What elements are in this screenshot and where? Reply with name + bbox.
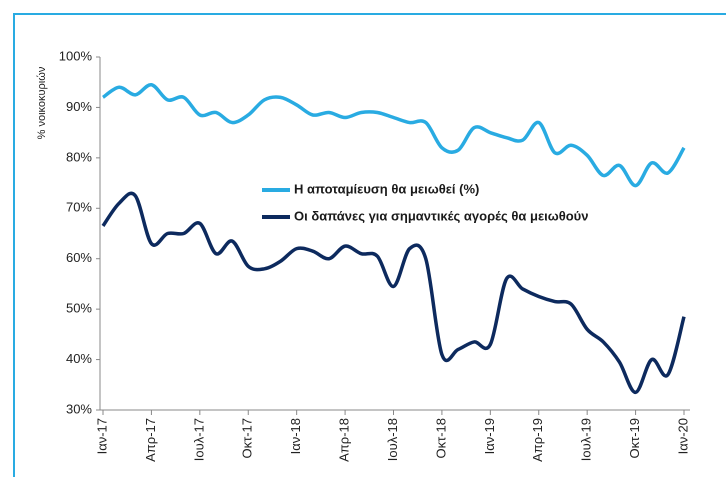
x-tick-label: Ιουλ-18 [385, 418, 400, 461]
x-tick-label: Απρ-18 [337, 418, 352, 462]
x-tick-label: Ιουλ-19 [579, 418, 594, 461]
frame [13, 13, 726, 477]
y-tick-label: 100% [59, 48, 93, 63]
legend-label: Η αποταμίευση θα μειωθεί (%) [294, 181, 479, 196]
x-tick-label: Ιαν-19 [482, 418, 497, 454]
x-tick-label: Οκτ-19 [627, 418, 642, 459]
x-tick-label: Οκτ-18 [433, 418, 448, 459]
y-tick-label: 30% [66, 401, 92, 416]
x-tick-label: Οκτ-17 [240, 418, 255, 459]
x-tick-label: Ιαν-20 [675, 418, 690, 454]
x-tick-label: Ιουλ-17 [191, 418, 206, 461]
x-tick-label: Απρ-17 [143, 418, 158, 462]
y-tick-label: 40% [66, 351, 92, 366]
x-tick-label: Ιαν-17 [94, 418, 109, 454]
y-tick-label: 90% [66, 99, 92, 114]
series-line [101, 191, 686, 395]
series-line [101, 82, 686, 188]
x-tick-label: Απρ-19 [530, 418, 545, 462]
y-tick-label: 50% [66, 301, 92, 316]
y-tick-label: 80% [66, 149, 92, 164]
y-tick-label: 60% [66, 250, 92, 265]
legend-label: Οι δαπάνες για σημαντικές αγορές θα μειω… [294, 208, 588, 223]
y-axis-label: % νοικοκυριών [36, 66, 48, 139]
x-tick-label: Ιαν-18 [288, 418, 303, 454]
y-tick-label: 70% [66, 200, 92, 215]
